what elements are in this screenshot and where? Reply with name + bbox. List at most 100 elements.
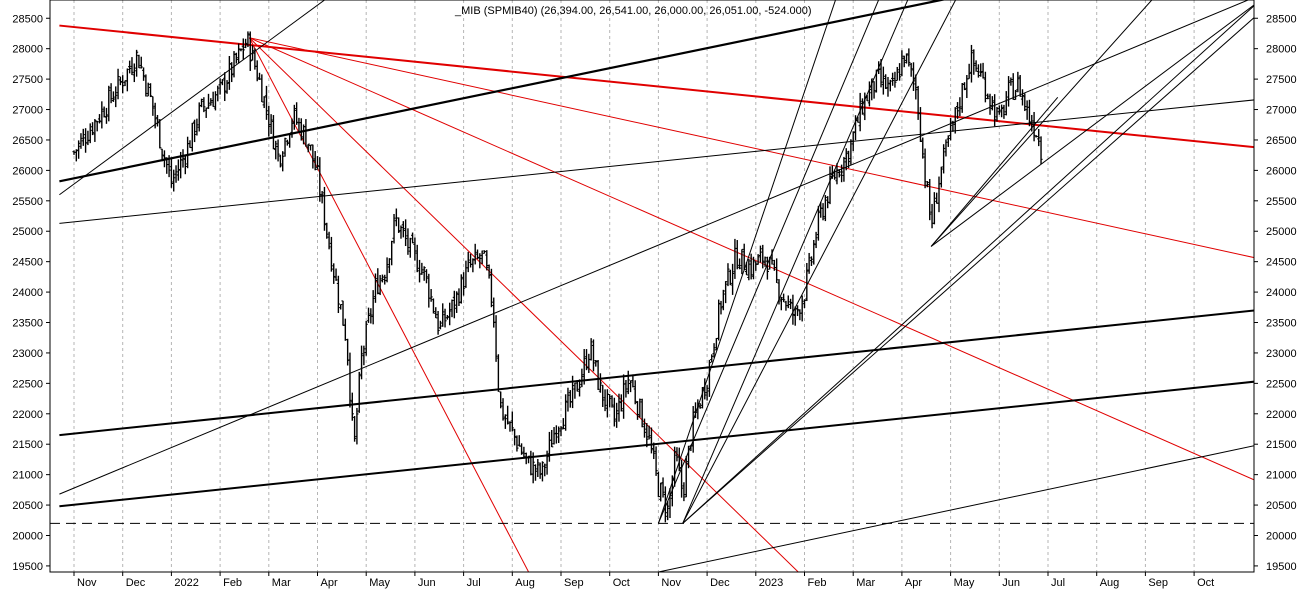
price-bar	[615, 402, 619, 428]
price-bar	[329, 236, 334, 272]
price-bar	[944, 139, 948, 157]
chart-title: _MIB (SPMIB40) (26,394.00, 26,541.00, 26…	[454, 5, 812, 17]
price-bar	[339, 304, 343, 310]
price-bar	[751, 256, 756, 280]
price-bar	[668, 488, 672, 519]
y-tick-label-left: 25500	[12, 196, 43, 208]
price-bar	[589, 338, 593, 361]
price-bar	[951, 120, 955, 132]
price-bar	[816, 205, 821, 241]
price-bar	[865, 95, 869, 102]
price-bar	[274, 140, 278, 160]
price-bar	[206, 93, 211, 109]
price-bar	[269, 114, 273, 134]
x-tick-label: Oct	[1197, 577, 1214, 589]
price-bar	[121, 75, 125, 94]
price-bar	[413, 237, 417, 261]
y-tick-label-left: 24500	[12, 257, 43, 269]
price-bar	[749, 253, 753, 280]
price-bar	[689, 444, 693, 452]
x-tick-label: Feb	[808, 577, 827, 589]
trendline	[248, 37, 530, 572]
price-bar	[925, 181, 930, 188]
price-bar	[230, 62, 234, 83]
price-bar	[786, 295, 790, 309]
price-bar	[332, 263, 336, 284]
price-bar	[146, 82, 150, 97]
price-bar	[137, 54, 141, 69]
price-bar	[485, 250, 489, 271]
price-bar	[942, 144, 946, 174]
price-bar	[967, 63, 971, 80]
price-bar	[969, 44, 974, 83]
y-tick-label-left: 23000	[12, 348, 43, 360]
price-bar	[116, 68, 120, 100]
price-bar	[884, 74, 888, 89]
price-bar	[902, 55, 906, 68]
y-tick-label-right: 23000	[1266, 348, 1297, 360]
price-bar	[962, 82, 967, 91]
price-bar	[939, 166, 943, 188]
price-bar	[211, 91, 215, 107]
y-tick-label-right: 28000	[1266, 44, 1297, 56]
trendline	[930, 4, 1254, 247]
trendline	[930, 97, 1059, 247]
x-tick-label: Aug	[1100, 577, 1120, 589]
price-bar	[100, 101, 104, 129]
price-bar	[761, 244, 765, 269]
price-bar	[260, 74, 264, 103]
price-bar	[181, 149, 185, 168]
price-bar	[584, 349, 589, 371]
price-bar	[88, 123, 92, 144]
price-bar	[132, 63, 136, 83]
x-tick-label: Dec	[126, 577, 146, 589]
price-bar	[1013, 89, 1018, 101]
price-bar	[223, 72, 227, 102]
price-bar	[566, 387, 570, 412]
price-bar	[545, 450, 549, 475]
price-bar	[640, 398, 644, 428]
price-bar	[531, 452, 535, 484]
price-bar	[313, 151, 317, 171]
y-tick-label-right: 24000	[1266, 287, 1297, 299]
price-bar	[696, 399, 700, 420]
price-bar	[1016, 71, 1020, 93]
y-tick-label-left: 21000	[12, 470, 43, 482]
price-bar	[526, 455, 531, 464]
trendline	[59, 0, 1250, 495]
price-bar	[814, 231, 818, 249]
price-bar	[380, 274, 385, 283]
price-bar	[371, 290, 375, 325]
price-bar	[250, 45, 255, 61]
price-bar	[1032, 111, 1036, 142]
price-bar	[79, 133, 83, 149]
price-bar	[626, 370, 630, 395]
price-bar	[104, 107, 109, 124]
price-bar	[995, 106, 999, 122]
price-bar	[320, 191, 324, 204]
price-bar	[691, 406, 695, 453]
price-bar	[540, 461, 545, 482]
price-bar	[686, 445, 691, 469]
price-bar	[299, 118, 303, 141]
x-tick-label: Apr	[905, 577, 922, 589]
price-bar	[842, 156, 846, 182]
price-bar	[594, 360, 598, 367]
price-bar	[151, 96, 155, 116]
price-bar	[638, 398, 642, 418]
price-bar	[568, 390, 572, 408]
price-bar	[118, 76, 122, 86]
price-bar	[237, 43, 241, 64]
price-bar	[227, 55, 231, 90]
price-bar	[698, 403, 702, 409]
y-tick-label-left: 26500	[12, 135, 43, 147]
price-bar	[900, 50, 904, 77]
x-tick-label: Aug	[515, 577, 535, 589]
price-bar	[125, 68, 129, 92]
price-bar	[392, 213, 396, 244]
price-bar	[656, 471, 660, 498]
price-bar	[986, 93, 990, 100]
x-tick-label: Mar	[856, 577, 875, 589]
price-bar	[707, 359, 712, 397]
